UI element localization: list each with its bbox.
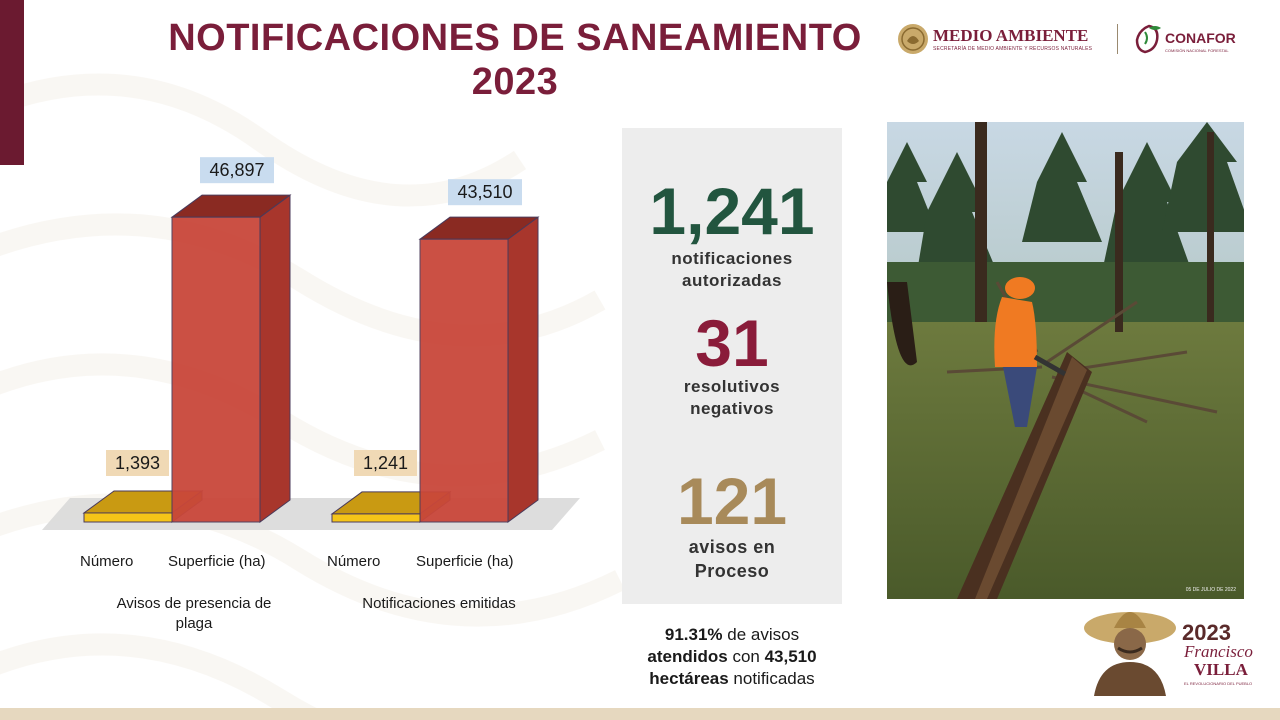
anniversary-name-1: Francisco: [1184, 642, 1253, 661]
bar-superficie-group-1-data-label: 46,897: [209, 160, 264, 180]
stat-value-autorizadas: 1,241: [649, 174, 815, 248]
bar-superficie-group-1-side: [259, 194, 291, 523]
bar-numero-group-1-data-label: 1,393: [115, 453, 160, 473]
forest-worker-photo: 05 DE JULIO DE 2022: [887, 122, 1244, 599]
bar-numero-group-2: [331, 513, 421, 523]
stat-label-autorizadas-line-2: autorizadas: [682, 271, 782, 290]
summary-text-1: de avisos: [722, 625, 800, 644]
stat-value-proceso: 121: [676, 464, 788, 538]
category-label-superficie-2: Superficie (ha): [416, 553, 514, 570]
conafor-leaf-icon: [1135, 24, 1161, 54]
anniversary-subtitle: EL REVOLUCIONARIO DEL PUEBLO: [1184, 681, 1253, 686]
bar-superficie-group-2-side: [507, 216, 539, 523]
conafor-logo-text: CONAFOR: [1165, 30, 1236, 46]
bar-superficie-group-1: [171, 216, 261, 523]
title-line-2: 2023: [471, 61, 559, 103]
francisco-villa-portrait-icon: [1084, 612, 1176, 696]
stats-panel: 1,241 notificaciones autorizadas 31 reso…: [622, 128, 842, 604]
summary-text-3: notificadas: [728, 669, 815, 688]
bottom-strip: [0, 708, 1280, 720]
accent-bar: [0, 0, 24, 165]
summary-text: 91.31% de avisos atendidos con 43,510 he…: [614, 624, 850, 690]
stat-label-negativos-line-2: negativos: [690, 399, 774, 418]
group-caption-avisos-line-1: Avisos de presencia de: [116, 595, 272, 612]
bar-chart: 1,393 46,897 1,241 43,510: [42, 157, 580, 530]
bar-numero-group-2-data-label: 1,241: [363, 453, 408, 473]
stat-label-autorizadas: notificaciones autorizadas: [622, 248, 842, 292]
group-caption-avisos: Avisos de presencia de plaga: [88, 594, 300, 634]
francisco-villa-logo: 2023 Francisco VILLA EL REVOLUCIONARIO D…: [1080, 600, 1255, 698]
mexico-seal-icon: [898, 24, 928, 54]
medio-ambiente-logo-text: MEDIO AMBIENTE: [933, 26, 1089, 45]
forest-photo-illustration: [887, 122, 1244, 599]
medio-ambiente-logo-subtitle: SECRETARÍA DE MEDIO AMBIENTE Y RECURSOS …: [933, 46, 1093, 52]
stat-label-proceso-line-1: avisos en: [688, 537, 776, 557]
stat-label-proceso: avisos en Proceso: [622, 535, 842, 583]
group-caption-avisos-line-2: plaga: [175, 615, 213, 632]
summary-text-2: con: [727, 647, 765, 666]
bar-numero-group-1-label-bg: [106, 450, 169, 476]
summary-bold-atendidos: atendidos: [647, 647, 728, 666]
conafor-logo-subtitle: COMISIÓN NACIONAL FORESTAL: [1165, 48, 1229, 53]
bar-numero-group-1: [83, 512, 173, 523]
summary-hectares-value: 43,510: [764, 647, 817, 666]
stat-label-negativos-line-1: resolutivos: [683, 377, 781, 396]
stat-label-negativos: resolutivos negativos: [622, 376, 842, 420]
bar-superficie-group-1-label-bg: [200, 157, 274, 184]
anniversary-year: 2023: [1182, 620, 1231, 645]
stat-label-autorizadas-line-1: notificaciones: [671, 249, 793, 268]
bar-superficie-group-2-data-label: 43,510: [457, 182, 512, 202]
photo-date-stamp: 05 DE JULIO DE 2022: [1185, 587, 1236, 593]
category-label-superficie-1: Superficie (ha): [168, 553, 266, 570]
group-caption-notificaciones: Notificaciones emitidas: [362, 595, 516, 612]
anniversary-name-2: VILLA: [1194, 660, 1248, 679]
page-title: NOTIFICACIONES DE SANEAMIENTO 2023: [120, 16, 910, 104]
stat-value-negativos: 31: [695, 306, 769, 380]
bar-superficie-group-2: [419, 238, 509, 523]
header-logos: MEDIO AMBIENTE SECRETARÍA DE MEDIO AMBIE…: [895, 20, 1265, 60]
bar-numero-group-2-label-bg: [354, 450, 417, 476]
title-line-1: NOTIFICACIONES DE SANEAMIENTO: [168, 17, 862, 59]
summary-bold-hectareas: hectáreas: [649, 669, 729, 688]
stat-label-proceso-line-2: Proceso: [694, 561, 770, 581]
category-label-numero-1: Número: [80, 553, 134, 570]
summary-percentage: 91.31%: [664, 625, 723, 644]
bar-superficie-group-2-label-bg: [448, 179, 522, 206]
category-label-numero-2: Número: [327, 553, 381, 570]
logo-divider: [1117, 24, 1118, 54]
